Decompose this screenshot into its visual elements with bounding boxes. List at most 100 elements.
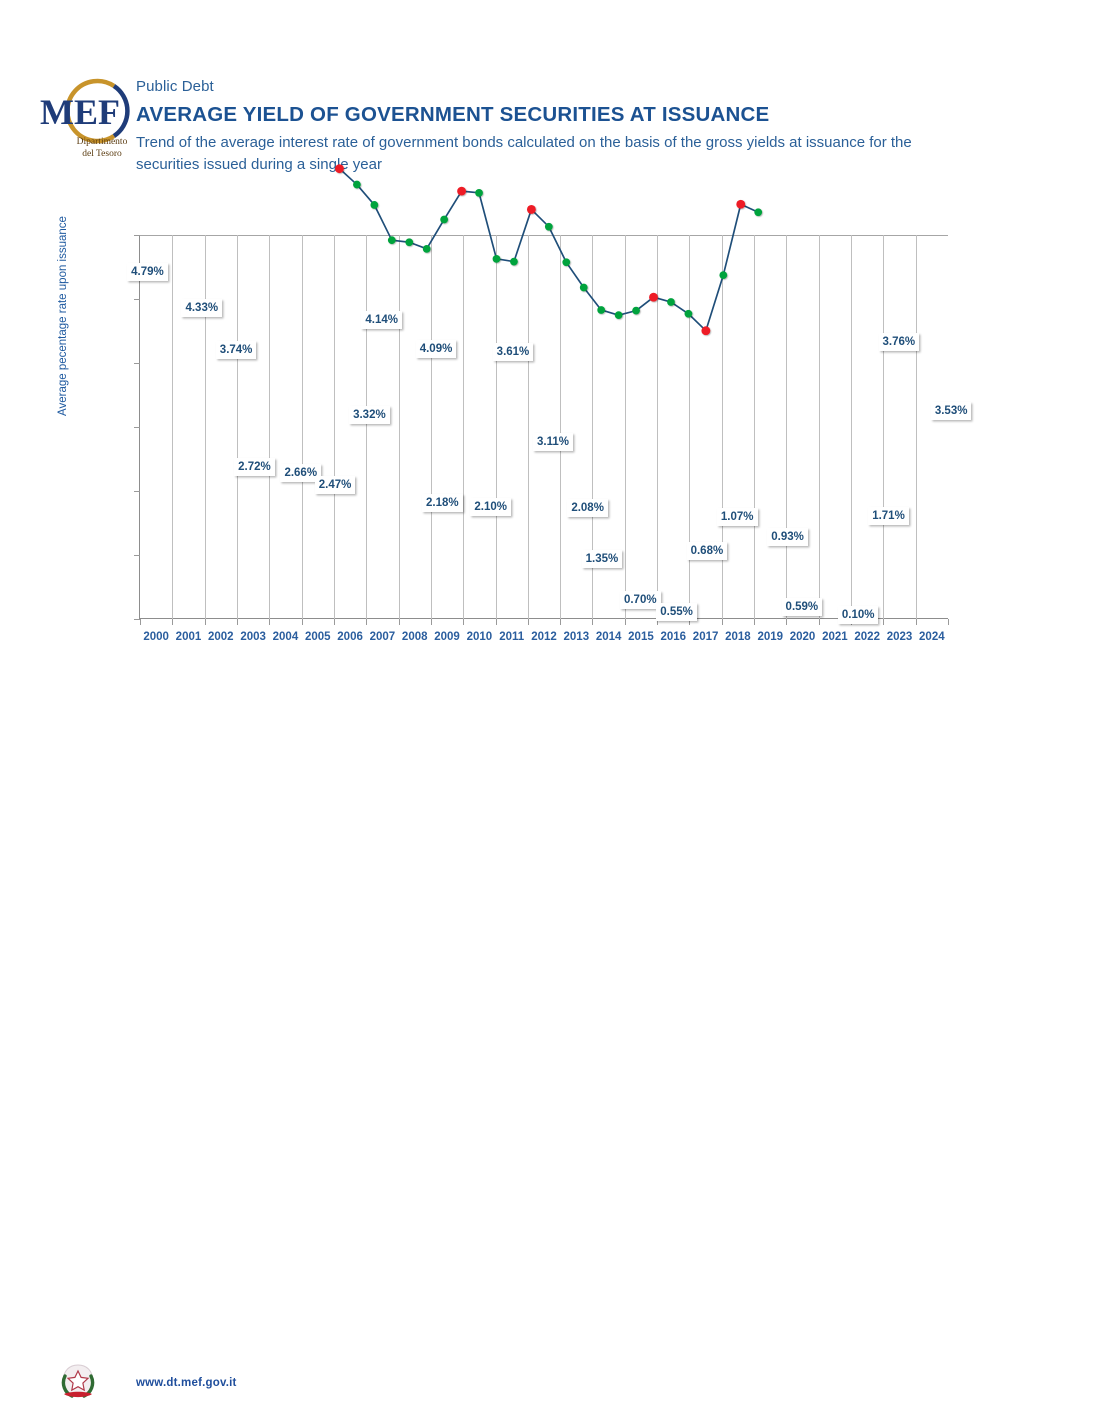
data-point-label: 1.07% xyxy=(716,507,758,526)
mef-logo: MEF Dipartimento del Tesoro xyxy=(36,70,136,175)
y-axis-tick xyxy=(134,363,140,364)
x-axis-tick-label: 2011 xyxy=(499,631,525,643)
data-point-marker xyxy=(736,199,746,209)
data-point-marker xyxy=(370,201,379,209)
gridline xyxy=(430,235,432,619)
gridline xyxy=(366,235,368,619)
x-axis-tick xyxy=(948,619,949,625)
x-axis-tick-label: 2013 xyxy=(563,631,590,643)
x-axis-tick xyxy=(592,619,594,625)
header-text-block: Public Debt AVERAGE YIELD OF GOVERNMENT … xyxy=(136,77,996,176)
x-axis-tick-label: 2000 xyxy=(143,631,169,643)
x-axis-tick xyxy=(560,619,562,625)
gridline xyxy=(269,235,271,619)
gridline xyxy=(689,235,691,619)
plot-bottom-border xyxy=(140,618,948,619)
gridline xyxy=(236,235,238,619)
x-axis-tick-label: 2003 xyxy=(240,631,266,643)
gridline xyxy=(592,235,594,619)
gridline xyxy=(851,235,853,619)
data-point-label: 2.10% xyxy=(470,497,511,516)
eyebrow-label: Public Debt xyxy=(136,78,214,95)
x-axis-tick-label: 2004 xyxy=(272,631,299,643)
x-axis-tick-label: 2020 xyxy=(789,631,816,643)
x-axis-tick-label: 2012 xyxy=(531,631,557,643)
data-point-label: 3.11% xyxy=(533,432,573,451)
data-point-label: 1.71% xyxy=(868,506,909,525)
data-point-marker xyxy=(544,222,553,231)
x-axis-tick xyxy=(301,619,303,625)
x-axis-tick xyxy=(624,619,626,625)
x-axis-tick xyxy=(689,619,691,625)
gridline xyxy=(560,235,562,619)
data-point-label: 2.66% xyxy=(280,463,322,482)
mef-logo-graphic: MEF xyxy=(40,78,130,144)
plot-area xyxy=(140,235,948,619)
x-axis-tick xyxy=(463,619,465,625)
x-axis-tick-label: 2006 xyxy=(337,631,363,643)
x-axis-tick xyxy=(366,619,368,625)
y-axis-tick xyxy=(134,491,140,492)
x-axis-tick xyxy=(398,619,400,625)
gridline xyxy=(172,235,174,619)
data-point-label: 3.61% xyxy=(492,342,534,361)
y-axis-tick xyxy=(134,427,140,428)
data-point-label: 3.53% xyxy=(930,402,972,421)
x-axis-tick xyxy=(269,619,271,625)
data-point-marker xyxy=(754,208,763,217)
gridline xyxy=(204,235,206,619)
x-axis-tick-label: 2019 xyxy=(757,631,784,643)
x-axis-tick-label: 2008 xyxy=(401,631,428,643)
y-axis-tick xyxy=(134,619,140,620)
x-axis-tick-label: 2009 xyxy=(434,631,460,643)
gridline xyxy=(657,235,659,619)
x-axis-tick xyxy=(430,619,432,625)
x-axis-tick-label: 2022 xyxy=(854,631,880,643)
y-axis-title: Average pecentage rate upon issuance xyxy=(57,216,69,416)
data-point-label: 0.55% xyxy=(656,602,697,621)
data-point-label: 4.09% xyxy=(415,340,457,359)
italian-republic-emblem-icon xyxy=(56,1360,100,1404)
x-axis-tick xyxy=(754,619,756,625)
x-axis-tick-label: 2015 xyxy=(628,631,654,643)
plot-top-border xyxy=(140,235,948,236)
gridline xyxy=(624,235,626,619)
data-point-label: 0.68% xyxy=(686,542,728,561)
svg-text:MEF: MEF xyxy=(40,92,120,132)
y-axis-tick xyxy=(134,555,140,556)
x-axis-tick-label: 2014 xyxy=(595,631,622,643)
x-axis-tick xyxy=(204,619,206,625)
website-link[interactable]: www.dt.mef.gov.it xyxy=(136,1377,237,1389)
x-axis-tick-label: 2017 xyxy=(692,631,719,643)
data-point-label: 3.32% xyxy=(349,405,390,424)
x-axis-tick xyxy=(333,619,335,625)
data-point-label: 2.47% xyxy=(314,475,356,494)
page-title: AVERAGE YIELD OF GOVERNMENT SECURITIES A… xyxy=(136,103,770,126)
gridline xyxy=(818,235,820,619)
gridline xyxy=(527,235,529,619)
gridline xyxy=(754,235,756,619)
x-axis-tick xyxy=(786,619,788,625)
x-axis-tick xyxy=(172,619,174,625)
gridline xyxy=(721,235,723,619)
logo-sub-line2: del Tesoro xyxy=(82,149,122,159)
page-header: MEF Dipartimento del Tesoro Public Debt … xyxy=(0,0,1109,200)
data-point-label: 1.35% xyxy=(581,549,623,568)
gridline xyxy=(915,235,917,619)
x-axis-tick xyxy=(883,619,885,625)
x-axis-tick-label: 2002 xyxy=(208,631,234,643)
gridline xyxy=(495,235,497,619)
x-axis-tick-label: 2005 xyxy=(304,631,331,643)
data-point-label: 0.10% xyxy=(837,605,879,624)
page-subtitle: Trend of the average interest rate of go… xyxy=(136,134,912,173)
data-point-marker xyxy=(440,215,449,224)
x-axis-tick-label: 2016 xyxy=(660,631,687,643)
x-axis-tick-label: 2007 xyxy=(369,631,396,643)
page-footer: www.dt.mef.gov.it xyxy=(0,672,1109,1398)
x-axis-tick xyxy=(657,619,659,625)
gridline xyxy=(883,235,885,619)
x-axis-tick xyxy=(527,619,529,625)
data-point-label: 2.72% xyxy=(234,457,275,476)
gridline xyxy=(398,235,400,619)
x-axis-tick-label: 2023 xyxy=(886,631,913,643)
